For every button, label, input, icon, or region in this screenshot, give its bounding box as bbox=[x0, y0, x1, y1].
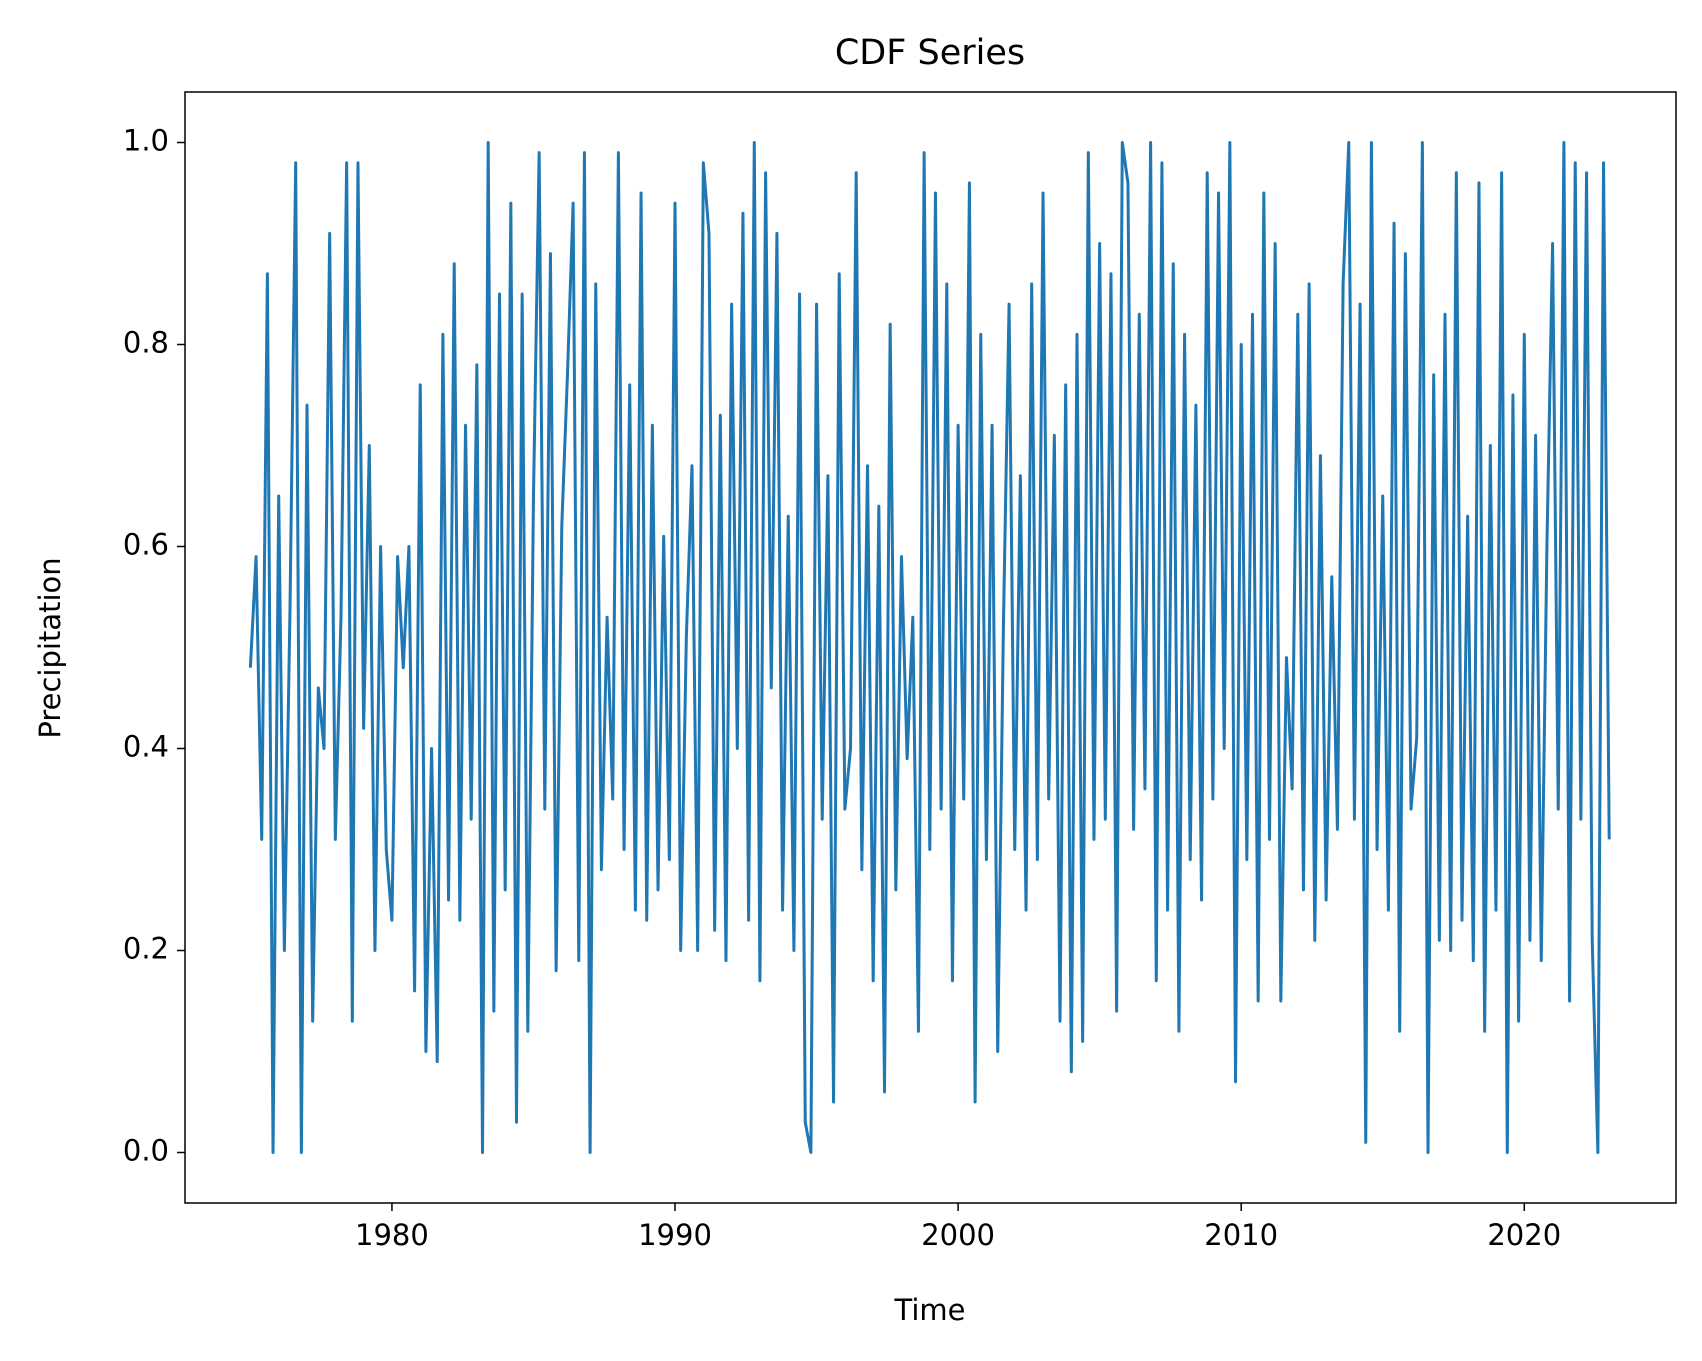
y-axis-label: Precipitation bbox=[33, 557, 67, 738]
chart-title: CDF Series bbox=[835, 33, 1025, 73]
y-tick-label: 0.2 bbox=[123, 932, 169, 966]
y-tick-label: 0.4 bbox=[123, 730, 169, 764]
x-tick-label: 1980 bbox=[355, 1218, 429, 1252]
data-line bbox=[248, 141, 1611, 1154]
y-tick-label: 0.0 bbox=[123, 1134, 169, 1168]
x-axis-label: Time bbox=[894, 1293, 966, 1327]
x-tick-label: 2020 bbox=[1487, 1218, 1561, 1252]
y-tick-label: 1.0 bbox=[123, 124, 169, 158]
y-tick-label: 0.8 bbox=[123, 326, 169, 360]
y-tick-label: 0.6 bbox=[123, 528, 169, 562]
x-tick-label: 2010 bbox=[1204, 1218, 1278, 1252]
plot-frame bbox=[184, 91, 1677, 1204]
x-tick-label: 2000 bbox=[921, 1218, 995, 1252]
x-tick-label: 1990 bbox=[638, 1218, 712, 1252]
